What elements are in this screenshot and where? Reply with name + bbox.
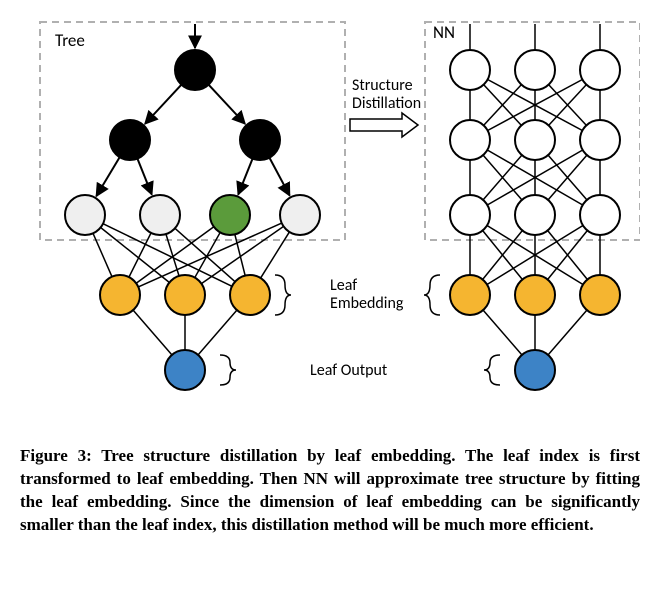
tree-line [201,226,283,283]
tree_box-label: Tree [55,30,85,51]
label-structure: StructureDistillation [352,76,421,113]
bracket [220,355,236,385]
node-n11 [580,275,620,315]
node-n12 [515,350,555,390]
node-n8 [580,195,620,235]
node-t5 [210,195,250,235]
node-n0 [450,50,490,90]
node-t6 [280,195,320,235]
node-t0 [175,50,215,90]
node-n5 [580,120,620,160]
nn_box-label: NN [433,22,455,43]
diagram-svg: Tree NN StructureDistillation LeafEmbedding… [20,10,640,430]
node-n7 [515,195,555,235]
tree-edge [145,85,181,124]
node-t7 [100,275,140,315]
node-t8 [165,275,205,315]
page: Tree NN StructureDistillation LeafEmbedding… [0,0,660,605]
node-t3 [65,195,105,235]
node-n10 [515,275,555,315]
bracket [424,275,440,315]
distillation-arrow [350,113,418,137]
node-n4 [515,120,555,160]
nn-line [483,310,522,355]
tree-edge [96,157,119,196]
tree-line [198,310,237,355]
node-t4 [140,195,180,235]
node-t1 [110,120,150,160]
label-leaf_embedding: LeafEmbedding [330,276,404,313]
tree-edge [269,158,289,196]
tree-edge [238,159,252,195]
label-leaf_output: Leaf Output [310,361,388,380]
tree-edge [137,159,151,195]
tree-edge [209,85,245,124]
node-n1 [515,50,555,90]
node-n2 [580,50,620,90]
diagram: Tree NN StructureDistillation LeafEmbedding… [20,10,640,430]
nn-line [548,310,587,355]
tree-line [136,227,214,283]
bracket [484,355,500,385]
figure-caption: Figure 3: Tree structure distillation by… [20,445,640,537]
node-n3 [450,120,490,160]
node-t2 [240,120,280,160]
tree-line [133,310,172,355]
bracket [275,275,291,315]
node-t9 [230,275,270,315]
node-n9 [450,275,490,315]
node-n6 [450,195,490,235]
node-t10 [165,350,205,390]
